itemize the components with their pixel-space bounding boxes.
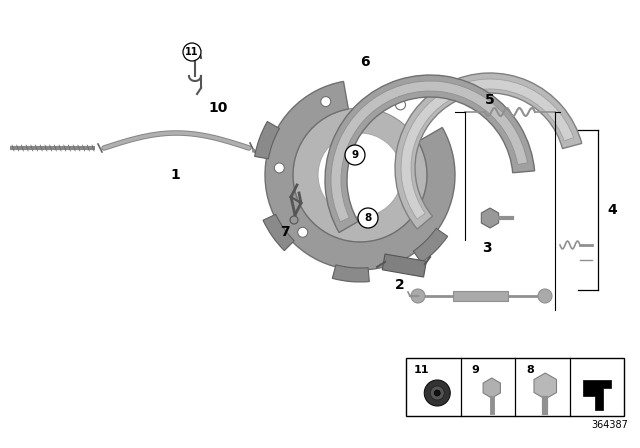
Wedge shape <box>332 265 369 282</box>
Text: 2: 2 <box>395 278 405 292</box>
Bar <box>453 291 508 301</box>
Circle shape <box>290 216 298 224</box>
Wedge shape <box>413 228 447 263</box>
Circle shape <box>321 97 331 107</box>
Wedge shape <box>395 73 582 229</box>
Wedge shape <box>263 214 294 251</box>
Circle shape <box>396 100 406 110</box>
Wedge shape <box>255 121 280 159</box>
Polygon shape <box>583 380 611 410</box>
Circle shape <box>424 380 451 406</box>
Text: 9: 9 <box>351 150 358 160</box>
Wedge shape <box>325 75 534 233</box>
Polygon shape <box>534 373 557 399</box>
Polygon shape <box>481 208 499 228</box>
Circle shape <box>275 163 284 173</box>
Circle shape <box>358 208 378 228</box>
Circle shape <box>183 43 201 61</box>
Wedge shape <box>265 82 455 270</box>
Polygon shape <box>483 378 500 398</box>
Circle shape <box>411 289 425 303</box>
Bar <box>406 358 624 416</box>
Bar <box>382 254 426 277</box>
Text: 9: 9 <box>472 365 480 375</box>
Text: 1: 1 <box>170 168 180 182</box>
Wedge shape <box>401 79 573 219</box>
Text: 7: 7 <box>280 225 290 239</box>
Text: 8: 8 <box>364 213 372 223</box>
Circle shape <box>345 145 365 165</box>
Text: 8: 8 <box>526 365 534 375</box>
Circle shape <box>430 386 444 400</box>
Text: 6: 6 <box>360 55 370 69</box>
Text: 3: 3 <box>482 241 492 255</box>
Text: 4: 4 <box>607 203 617 217</box>
Text: 11: 11 <box>185 47 199 57</box>
Circle shape <box>293 108 427 242</box>
Circle shape <box>538 289 552 303</box>
Text: 11: 11 <box>413 365 429 375</box>
Text: 5: 5 <box>485 93 495 107</box>
Text: 364387: 364387 <box>591 420 628 430</box>
Wedge shape <box>331 81 527 222</box>
Text: 10: 10 <box>208 101 228 115</box>
Circle shape <box>298 227 308 237</box>
Circle shape <box>435 390 440 396</box>
Circle shape <box>318 133 402 217</box>
